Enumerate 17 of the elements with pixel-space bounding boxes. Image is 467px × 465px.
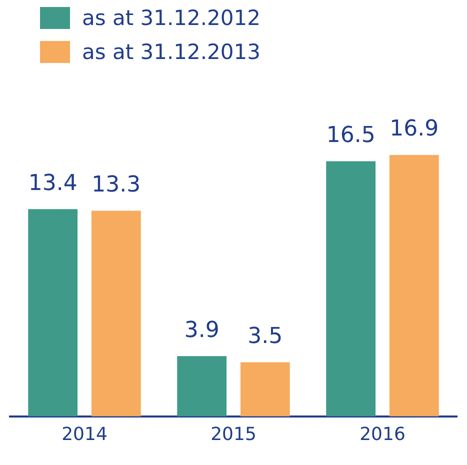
legend-label: as at 31.12.2012	[82, 6, 260, 30]
bar	[389, 155, 439, 416]
bar	[240, 362, 290, 416]
data-label: 16.9	[390, 116, 439, 142]
data-label: 3.9	[184, 318, 220, 343]
bar	[177, 356, 227, 416]
data-label: 13.4	[28, 170, 78, 196]
x-tick-label: 2015	[210, 424, 256, 445]
legend-label: as at 31.12.2013	[82, 40, 260, 64]
data-label: 16.5	[326, 122, 376, 148]
bar	[91, 210, 141, 416]
x-tick-label: 2014	[62, 424, 108, 445]
data-label: 3.5	[248, 324, 283, 349]
bar	[326, 161, 376, 416]
bar	[28, 209, 78, 416]
x-tick-label: 2016	[360, 424, 406, 445]
data-label: 13.3	[92, 172, 141, 198]
